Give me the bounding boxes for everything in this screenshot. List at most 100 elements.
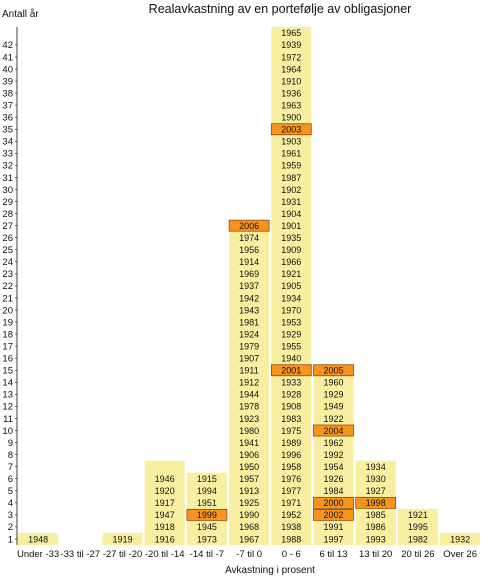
y-axis-ticks: 1234567891011121314151617181920212223242… (2, 40, 17, 545)
year-label: 1917 (155, 498, 175, 508)
bar-6 (271, 26, 312, 546)
year-label: 1927 (366, 486, 386, 496)
bar-4 (186, 472, 227, 545)
highlight-cell (270, 364, 312, 377)
year-label: 1908 (281, 402, 301, 412)
bar-9 (397, 508, 438, 545)
y-tick-label: 42 (2, 40, 13, 51)
chart-title: Realavkastning av en portefølje av oblig… (149, 2, 412, 16)
y-tick-label: 12 (2, 402, 13, 413)
y-tick-label: 34 (2, 137, 13, 148)
year-label: 1939 (281, 40, 301, 50)
year-label: 2006 (239, 221, 259, 231)
year-label: 1929 (323, 390, 343, 400)
x-tick-label: 13 til 20 (359, 549, 392, 560)
year-label: 1921 (408, 510, 428, 520)
bar-cells: 1948 1919 1916 1918 1947 1917 1920 1946 1973 1945… (18, 26, 481, 546)
x-tick-label: -27 til -20 (103, 549, 143, 560)
highlight-cell (313, 509, 354, 521)
year-label: 1994 (197, 486, 217, 496)
year-label: 1988 (281, 534, 301, 544)
year-label: 1987 (281, 173, 301, 183)
year-label: 1943 (239, 305, 259, 315)
year-label: 1933 (281, 378, 301, 388)
y-tick-label: 29 (2, 197, 13, 208)
year-label: 1924 (239, 329, 259, 339)
y-tick-label: 27 (2, 221, 13, 232)
year-label: 1902 (281, 185, 301, 195)
x-tick-label: Under -33 (17, 549, 59, 560)
x-tick-label: -14 til -7 (190, 549, 224, 560)
y-tick-label: 28 (2, 209, 13, 220)
x-axis-label: Avkastning i prosent (225, 565, 315, 576)
y-tick-label: 38 (2, 88, 13, 99)
year-label: 1909 (281, 245, 301, 255)
year-label: 1910 (281, 76, 301, 86)
y-tick-label: 2 (8, 522, 13, 533)
year-label: 2002 (323, 510, 343, 520)
x-tick-label: Over 26 (443, 549, 477, 560)
y-tick-label: 41 (2, 52, 13, 63)
y-tick-label: 36 (2, 113, 13, 124)
highlight-cell (313, 364, 354, 377)
year-label: 1936 (281, 88, 301, 98)
year-label: 1961 (281, 149, 301, 159)
y-tick-label: 25 (2, 245, 13, 256)
highlight-cell (228, 219, 270, 232)
year-label: 1975 (281, 426, 301, 436)
year-label: 1906 (239, 450, 259, 460)
highlight-cell (313, 496, 354, 509)
year-label: 1956 (239, 245, 259, 255)
x-tick-label: 20 til 26 (401, 549, 434, 560)
y-tick-label: 17 (2, 341, 13, 352)
year-label: 1931 (281, 197, 301, 207)
year-label: 1968 (239, 522, 259, 532)
y-tick-label: 31 (2, 173, 13, 184)
year-label: 1980 (239, 426, 259, 436)
year-label: 1973 (197, 534, 217, 544)
y-tick-label: 18 (2, 329, 13, 340)
y-tick-label: 9 (8, 438, 13, 449)
year-label: 1959 (281, 161, 301, 171)
year-label: 1965 (281, 28, 301, 38)
bar-0 (18, 532, 59, 545)
x-tick-label: -20 til -14 (145, 549, 185, 560)
year-label: 1948 (28, 534, 48, 544)
x-tick-label: 0 - 6 (282, 549, 301, 560)
year-label: 1951 (197, 498, 217, 508)
x-axis-ticks: Under -33 -33 til -27 -27 til -20 -20 til -… (17, 549, 477, 560)
y-tick-label: 32 (2, 161, 13, 172)
year-label: 1989 (281, 438, 301, 448)
year-label: 1942 (239, 293, 259, 303)
year-label: 2001 (281, 366, 301, 376)
year-label: 1958 (281, 462, 301, 472)
year-label: 1953 (281, 317, 301, 327)
y-tick-label: 5 (8, 486, 13, 497)
year-label: 1915 (197, 474, 217, 484)
y-tick-label: 24 (2, 257, 13, 268)
year-label: 1995 (408, 522, 428, 532)
y-tick-label: 10 (2, 426, 13, 437)
year-label: 1986 (366, 522, 386, 532)
bar-2 (102, 532, 143, 545)
y-tick-label: 16 (2, 354, 13, 365)
year-label: 1923 (239, 414, 259, 424)
y-tick-label: 23 (2, 269, 13, 280)
year-label: 1911 (239, 366, 258, 376)
y-tick-label: 35 (2, 125, 13, 136)
y-tick-label: 22 (2, 281, 13, 292)
y-tick-label: 3 (8, 510, 13, 521)
y-tick-label: 30 (2, 185, 13, 196)
year-label: 1982 (408, 534, 428, 544)
year-label: 1940 (281, 354, 301, 364)
year-label: 1992 (323, 450, 343, 460)
highlight-cell (186, 509, 228, 521)
year-label: 1955 (281, 341, 301, 351)
year-label: 1999 (197, 510, 217, 520)
year-label: 1952 (281, 510, 301, 520)
year-label: 1967 (239, 534, 259, 544)
y-tick-label: 21 (2, 293, 13, 304)
year-label: 1981 (239, 317, 259, 327)
year-label: 1969 (239, 269, 259, 279)
